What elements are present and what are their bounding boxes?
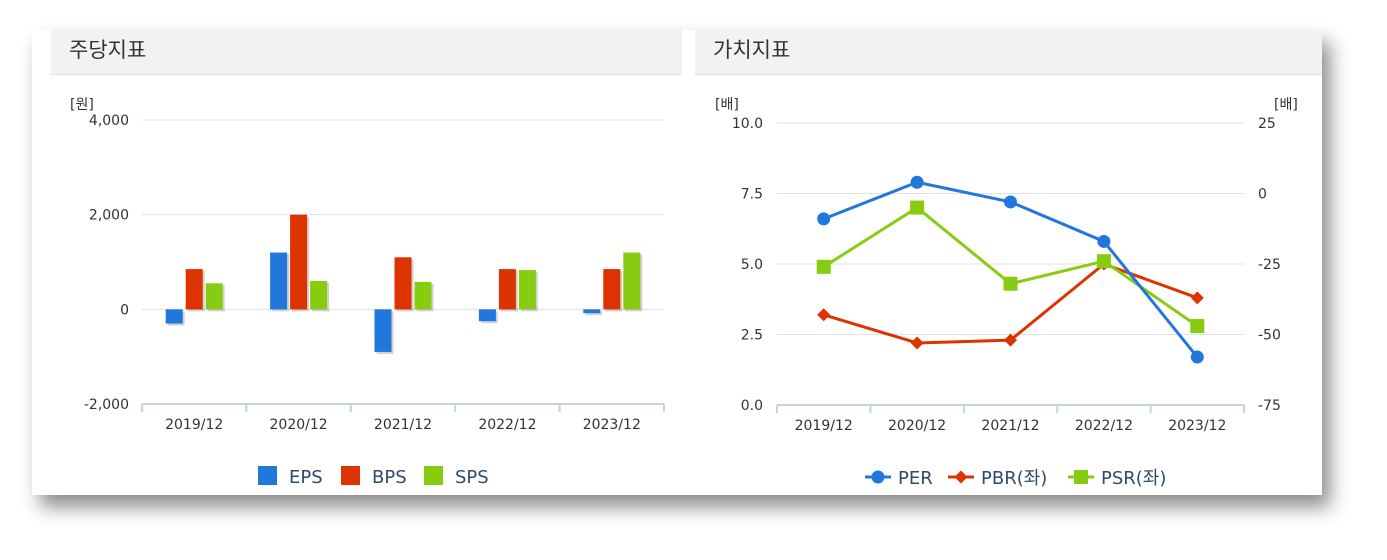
y-tick-label: 0 [120, 302, 129, 318]
y-right-tick-label: -25 [1258, 257, 1281, 273]
x-tick-label: 2022/12 [1075, 418, 1133, 434]
point-pbr [1190, 291, 1204, 305]
bar-eps [374, 309, 392, 352]
legend-swatch-eps[interactable] [258, 466, 277, 485]
per-share-panel-title: 주당지표 [69, 38, 147, 62]
bar-sps [518, 270, 536, 310]
bar-bps [603, 269, 621, 310]
line-pbr [823, 262, 1198, 345]
y-left-tick-label: 0.0 [741, 398, 763, 414]
y-right-tick-label: -50 [1258, 328, 1281, 344]
y-unit-label: [원] [70, 97, 94, 113]
bar-bps [394, 257, 412, 310]
y-right-tick-label: 0 [1258, 187, 1267, 203]
bar-eps [583, 309, 601, 314]
y-left-tick-label: 10.0 [732, 116, 763, 132]
point-psr [910, 200, 925, 215]
per-share-panel-header: 주당지표 [51, 30, 682, 75]
y-tick-label: 4,000 [89, 113, 129, 129]
point-psr [816, 259, 831, 274]
x-tick-label: 2023/12 [583, 417, 641, 433]
legend-swatch-sps[interactable] [424, 466, 443, 485]
point-psr [1003, 276, 1018, 291]
legend-label-per: PER [898, 468, 933, 489]
y-tick-label: -2,000 [84, 397, 129, 413]
point-psr [1190, 319, 1205, 334]
point-per [1190, 350, 1204, 364]
bar-eps [478, 309, 496, 322]
x-tick-label: 2020/12 [888, 418, 946, 434]
valuation-panel-header: 가치지표 [695, 30, 1322, 75]
y-right-unit-label: [배] [1274, 97, 1298, 113]
y-right-tick-label: 25 [1258, 116, 1276, 132]
x-tick-label: 2019/12 [165, 417, 223, 433]
indicator-card: 주당지표 가치지표 4,000 2,000 0 -2,000 [원] 2019/12 202… [32, 30, 1322, 495]
line-psr [822, 206, 1199, 328]
y-left-tick-label: 5.0 [741, 257, 763, 273]
bar-bps [290, 214, 308, 310]
bar-eps [165, 309, 183, 324]
legend-label-psr: PSR(좌) [1101, 468, 1166, 489]
x-tick-label: 2019/12 [795, 418, 853, 434]
point-per [1004, 195, 1017, 209]
point-pbr [817, 308, 831, 322]
bar-sps [414, 281, 432, 310]
point-pbr [910, 336, 924, 350]
point-per [817, 212, 831, 226]
point-per [910, 175, 924, 189]
legend-swatch-bps[interactable] [341, 466, 360, 485]
x-tick-label: 2022/12 [478, 417, 536, 433]
legend-label-pbr: PBR(좌) [981, 468, 1047, 489]
bar-bps [185, 269, 203, 310]
legend-marker-per [871, 470, 885, 484]
valuation-panel-title: 가치지표 [713, 38, 791, 62]
x-tick-label: 2023/12 [1168, 418, 1226, 434]
bar-sps [623, 252, 641, 310]
bar-bps [498, 269, 516, 310]
legend-label-sps: SPS [455, 467, 489, 488]
y-left-unit-label: [배] [715, 97, 739, 113]
legend-label-bps: BPS [372, 467, 407, 488]
x-tick-label: 2021/12 [981, 418, 1039, 434]
bar-eps [270, 252, 288, 310]
x-tick-label: 2020/12 [270, 417, 328, 433]
y-right-tick-label: -75 [1258, 398, 1281, 414]
y-tick-label: 2,000 [89, 208, 129, 224]
point-psr [1096, 254, 1111, 269]
charts-canvas: 4,000 2,000 0 -2,000 [원] 2019/12 2020/12 2021/1… [70, 97, 1298, 489]
legend-marker-pbr [954, 470, 968, 484]
legend-label-eps: EPS [289, 467, 323, 488]
bar-sps [310, 280, 328, 310]
y-left-tick-label: 7.5 [741, 187, 763, 203]
bar-sps [205, 283, 223, 310]
bar-shadow [585, 311, 603, 316]
point-pbr [1004, 333, 1017, 347]
x-tick-label: 2021/12 [374, 417, 432, 433]
point-per [1097, 234, 1111, 248]
y-left-tick-label: 2.5 [741, 328, 763, 344]
legend-marker-psr [1074, 470, 1088, 484]
